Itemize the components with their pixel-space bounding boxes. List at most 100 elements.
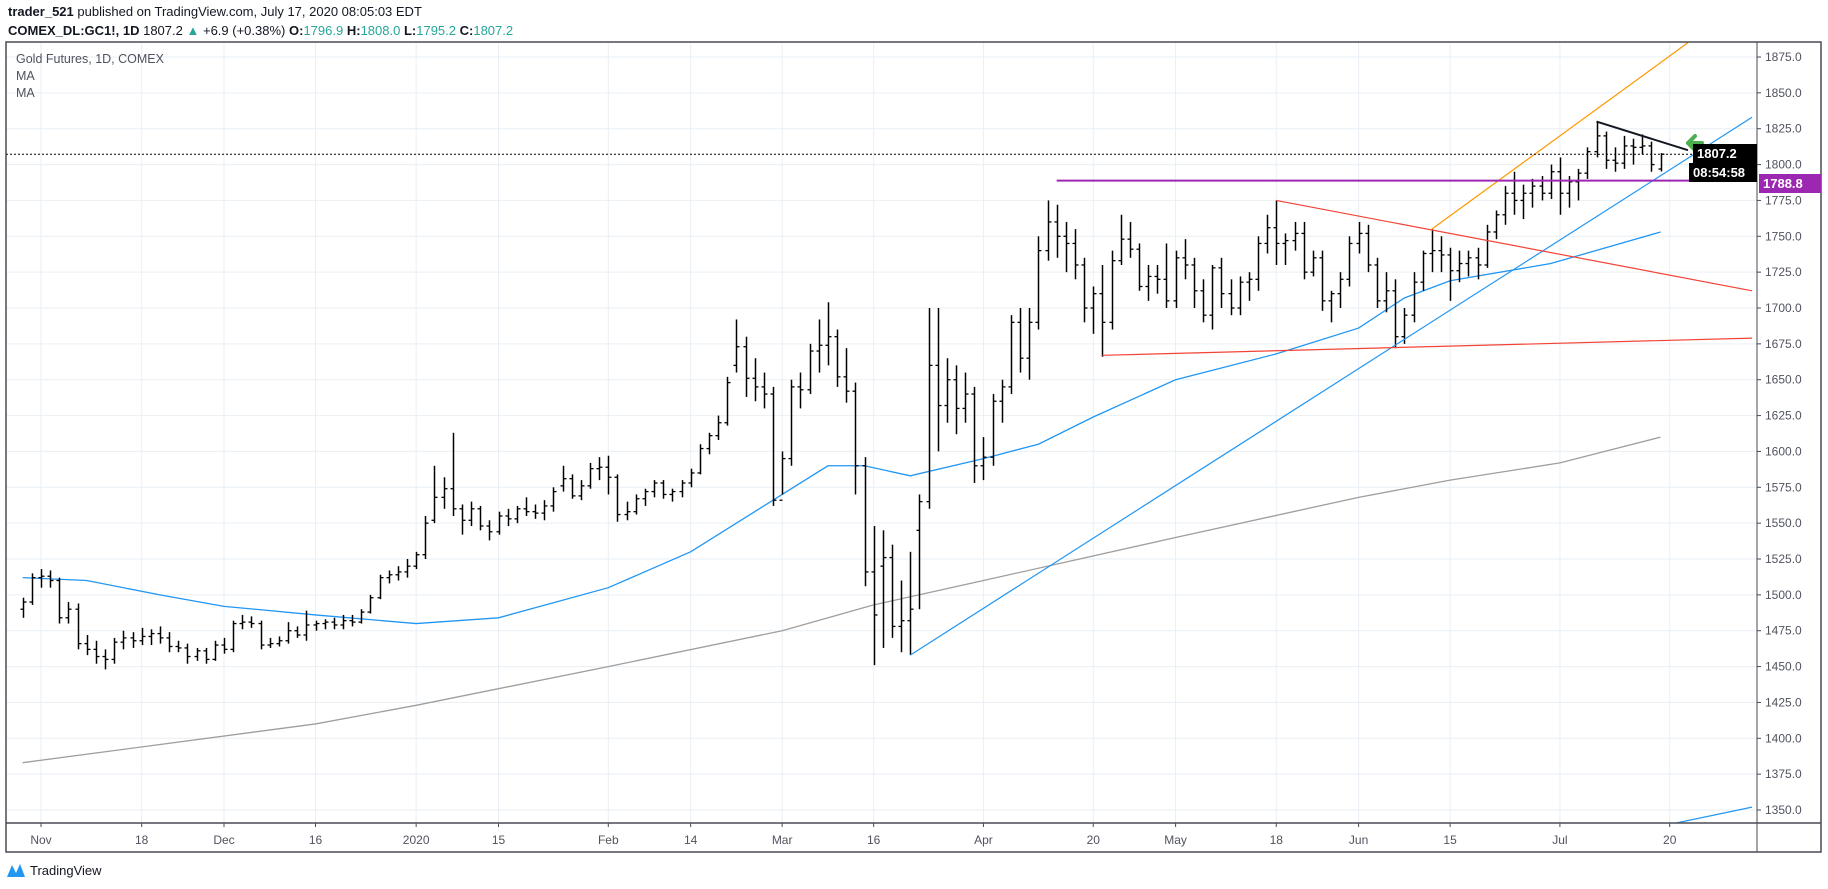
ohlc-bar [221, 637, 228, 654]
price-tick-label: 1400.0 [1765, 731, 1802, 745]
price-tick-label: 1800.0 [1765, 158, 1802, 172]
price-tick-label: 1875.0 [1765, 50, 1802, 64]
ohlc-bar [1328, 290, 1335, 323]
ohlc-bar [194, 647, 201, 661]
time-tick-label: 16 [867, 833, 881, 847]
ohlc-bar [75, 603, 82, 650]
ohlc-bar [1008, 315, 1015, 395]
ohlc-bar [468, 501, 475, 527]
time-tick-label: 16 [309, 833, 323, 847]
ohlc-bar [166, 632, 173, 653]
ohlc-bar [697, 444, 704, 475]
ohlc-bar [788, 379, 795, 466]
ohlc-bar [624, 501, 631, 521]
ohlc-bar [1383, 272, 1390, 313]
ohlc-bar [386, 570, 393, 584]
triangle-up-icon: ▲ [186, 23, 200, 38]
ohlc-bar [569, 474, 576, 499]
price-tick-label: 1625.0 [1765, 409, 1802, 423]
ohlc-bar [1520, 184, 1527, 220]
ohlc-bar [596, 457, 603, 481]
symbol: COMEX_DL:GC1!, 1D [8, 23, 140, 38]
ohlc-bar [1603, 131, 1610, 169]
ohlc-bar [239, 614, 246, 630]
ohlc-bar [1063, 221, 1070, 273]
ohlc-bar [999, 379, 1006, 423]
price-tick-label: 1575.0 [1765, 480, 1802, 494]
ohlc-bar [404, 559, 411, 578]
ohlc-bar [1026, 308, 1033, 380]
ohlc-bar [907, 551, 914, 656]
time-tick-label: Mar [772, 833, 793, 847]
time-tick-label: 15 [1443, 833, 1457, 847]
price-tick-label: 1775.0 [1765, 193, 1802, 207]
low-value: 1795.2 [416, 23, 456, 38]
ohlc-bar [1109, 250, 1116, 330]
ohlc-bar [1594, 121, 1601, 158]
ohlc-bar [1228, 279, 1235, 316]
drawing-trendline [1276, 199, 1753, 292]
drawing-trendline [1596, 120, 1689, 152]
low-label: L: [403, 23, 417, 38]
ohlc-bar [614, 474, 621, 522]
level-price-label: 1788.8 [1759, 173, 1821, 193]
ohlc-bar [1246, 272, 1253, 301]
ohlc-bar [633, 494, 640, 515]
ohlc-bar [1548, 164, 1555, 199]
publisher-name[interactable]: trader_521 [8, 4, 74, 19]
price-tick-label: 1450.0 [1765, 660, 1802, 674]
high-label: H: [346, 23, 361, 38]
ohlc-bar [834, 329, 841, 387]
ohlc-bar [120, 630, 127, 650]
price-tick-label: 1850.0 [1765, 86, 1802, 100]
ohlc-bar [212, 640, 219, 661]
ohlc-bar [1255, 236, 1262, 291]
legend-ma-1[interactable]: MA [16, 69, 35, 83]
ohlc-bar [267, 637, 274, 648]
ohlc-bar [1465, 250, 1472, 277]
drawing-trendline [1102, 337, 1753, 356]
ohlc-bar [779, 451, 786, 501]
ohlc-bar [450, 432, 457, 516]
ohlc-bar [862, 457, 869, 587]
ohlc-bar [1621, 135, 1628, 169]
ohlc-bar [852, 382, 859, 495]
price-tick-label: 1550.0 [1765, 516, 1802, 530]
ohlc-bar [1374, 257, 1381, 309]
ohlc-bar [825, 302, 832, 366]
ohlc-bar [322, 619, 329, 630]
ohlc-bar [807, 343, 814, 395]
ohlc-bar [1163, 243, 1170, 309]
ohlc-bar [313, 620, 320, 631]
legend-title[interactable]: Gold Futures, 1D, COMEX [16, 52, 164, 66]
ohlc-bar [102, 649, 109, 670]
ohlc-bar [1182, 239, 1189, 280]
ohlc-bar [422, 515, 429, 560]
ohlc-bar [660, 480, 667, 499]
ohlc-bar [797, 372, 804, 409]
ohlc-bar [486, 520, 493, 541]
ohlc-bar [651, 480, 658, 498]
ohlc-bar [733, 319, 740, 373]
ohlc-bar [1401, 308, 1408, 344]
price-tick-label: 1600.0 [1765, 444, 1802, 458]
ohlc-bar [1099, 264, 1106, 357]
price-tick-label: 1375.0 [1765, 767, 1802, 781]
tradingview-logo[interactable]: TradingView [6, 861, 102, 879]
ohlc-bar [1072, 229, 1079, 280]
ohlc-bar [148, 629, 155, 646]
ohlc-bar [770, 386, 777, 506]
ohlc-bar [1282, 233, 1289, 265]
legend-ma-2[interactable]: MA [16, 86, 35, 100]
price-change: +6.9 (+0.38%) [202, 23, 286, 38]
ohlc-bar [93, 640, 100, 664]
time-tick-label: Jun [1349, 833, 1368, 847]
ohlc-bar [1090, 286, 1097, 334]
ohlc-bar [1612, 147, 1619, 172]
ma-line-200 [22, 436, 1661, 764]
tradingview-logo-icon [7, 864, 25, 877]
ohlc-bar [605, 455, 612, 495]
ohlc-bar [990, 394, 997, 466]
ohlc-bar [358, 609, 365, 624]
